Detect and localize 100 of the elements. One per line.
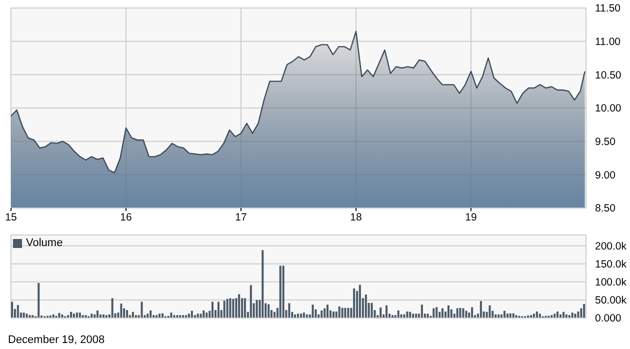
bar <box>78 312 81 318</box>
bar <box>577 312 580 318</box>
bar <box>190 310 193 318</box>
bar <box>436 307 438 318</box>
bar <box>450 309 452 318</box>
bar <box>279 266 282 318</box>
bar <box>364 294 367 318</box>
bar <box>341 308 344 318</box>
y-tick-label: 9.00 <box>595 169 616 182</box>
legend-label: Volume <box>26 237 63 249</box>
bar <box>397 310 400 318</box>
bar <box>506 314 508 318</box>
bar <box>386 305 388 318</box>
bar <box>338 306 340 318</box>
bar <box>26 314 28 318</box>
bar <box>223 300 226 318</box>
bar <box>538 314 541 318</box>
bar <box>571 312 574 318</box>
bar <box>583 304 586 318</box>
bar <box>268 304 270 318</box>
bar <box>344 308 346 318</box>
bar <box>38 282 40 318</box>
bar <box>76 312 78 318</box>
bar <box>536 312 538 318</box>
y-tick-label: 200.0k <box>595 240 628 253</box>
bar <box>282 266 284 318</box>
bar <box>170 312 172 318</box>
bar <box>16 305 19 318</box>
bar <box>353 288 356 318</box>
bar <box>456 308 458 318</box>
y-tick-label: 11.50 <box>595 2 621 15</box>
bar <box>120 304 122 318</box>
bar <box>250 285 252 318</box>
bar <box>235 298 238 318</box>
bar <box>297 314 300 318</box>
y-tick-label: 100.0k <box>595 276 628 289</box>
bar <box>574 314 576 318</box>
y-tick-label: 11.00 <box>595 36 621 48</box>
x-tick-label: 16 <box>120 211 132 224</box>
bar <box>471 307 474 318</box>
bar <box>488 305 491 318</box>
bar <box>380 308 382 318</box>
bar <box>415 314 418 318</box>
bar <box>158 314 160 318</box>
bar <box>556 312 559 318</box>
bar <box>503 310 506 318</box>
bar <box>370 302 373 318</box>
bar <box>72 314 75 318</box>
bar <box>188 314 190 318</box>
y-tick-label: 10.50 <box>595 69 622 82</box>
bar <box>312 304 314 318</box>
bar <box>196 314 199 318</box>
y-tick-label: 9.50 <box>595 136 616 148</box>
bar <box>554 314 556 318</box>
bar <box>326 304 329 318</box>
bar <box>406 312 408 318</box>
bar <box>332 312 334 318</box>
y-tick-label: 8.50 <box>595 202 616 215</box>
bar <box>229 298 232 318</box>
bar <box>462 308 464 318</box>
bar <box>432 308 435 318</box>
bar <box>426 314 429 318</box>
bar <box>206 312 208 318</box>
bar <box>273 312 276 318</box>
bar <box>226 298 228 318</box>
x-tick-label: 15 <box>5 211 17 224</box>
bar <box>22 312 25 318</box>
bar <box>140 302 143 318</box>
bar <box>562 312 564 318</box>
bar <box>442 308 444 318</box>
bar <box>409 312 412 318</box>
bar <box>532 314 535 318</box>
bar <box>96 310 99 318</box>
bar <box>324 308 326 318</box>
bar <box>146 314 149 318</box>
bar <box>300 314 302 318</box>
x-tick-label: 18 <box>350 211 362 224</box>
bar <box>70 312 72 318</box>
bar <box>212 302 214 318</box>
bar <box>347 308 350 318</box>
bar <box>150 310 152 318</box>
y-tick-label: 50.00k <box>595 294 628 307</box>
bar <box>58 312 60 318</box>
bar <box>11 302 14 318</box>
bar <box>262 250 264 318</box>
x-tick-label: 19 <box>465 211 477 224</box>
bar <box>90 314 93 318</box>
bar <box>302 312 305 318</box>
bar <box>202 310 205 318</box>
x-tick-label: 17 <box>235 211 247 224</box>
bar <box>132 312 134 318</box>
bar <box>580 308 582 318</box>
bar <box>241 298 244 318</box>
bar <box>412 314 414 318</box>
bar <box>447 305 450 318</box>
y-tick-label: 10.00 <box>595 102 622 115</box>
bar <box>238 294 240 318</box>
bar <box>200 314 202 318</box>
y-tick-label: 150.0k <box>595 258 628 271</box>
y-tick-label: 0.000 <box>595 312 622 325</box>
